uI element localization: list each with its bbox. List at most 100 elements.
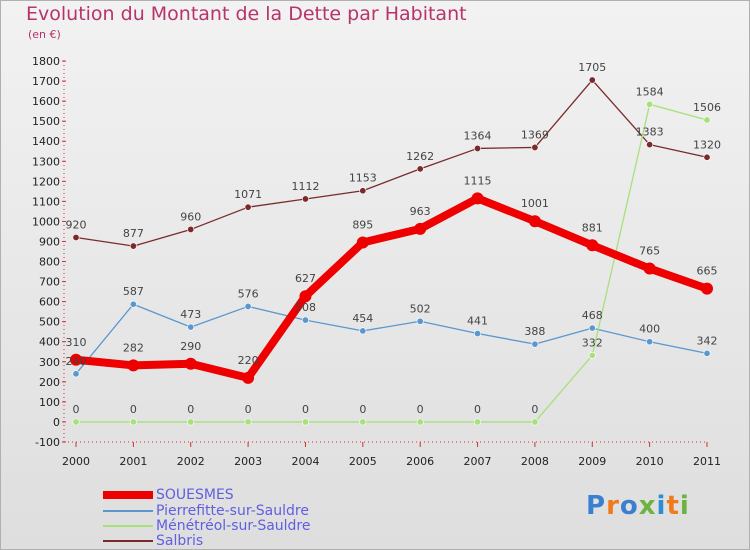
data-label: 1506 (693, 101, 721, 114)
data-label: 1383 (636, 126, 664, 139)
data-point (301, 316, 309, 324)
data-point (359, 187, 367, 195)
data-point (474, 418, 482, 426)
y-tick-label: 0 (53, 416, 60, 429)
data-label: 220 (238, 354, 259, 367)
chart-title: Evolution du Montant de la Dette par Hab… (26, 3, 467, 25)
data-label: 310 (66, 336, 87, 349)
data-point (528, 215, 541, 228)
x-tick-label: 2008 (521, 455, 549, 468)
data-label: 587 (123, 285, 144, 298)
data-point (359, 327, 367, 335)
data-point (416, 418, 424, 426)
data-point (588, 351, 596, 359)
x-tick-label: 2010 (636, 455, 664, 468)
data-point (187, 418, 195, 426)
series-line-salbris (75, 79, 708, 247)
legend-item: SOUESMES (103, 487, 234, 503)
y-tick-label: 800 (39, 256, 60, 269)
x-tick-label: 2007 (464, 455, 492, 468)
data-label: 0 (73, 403, 80, 416)
data-label: 0 (417, 403, 424, 416)
data-point (356, 236, 369, 249)
y-tick-label: 400 (39, 336, 60, 349)
data-label: 576 (238, 287, 259, 300)
data-point (301, 195, 309, 203)
data-label: 1115 (464, 174, 492, 187)
data-point (474, 144, 482, 152)
y-tick-label: 1500 (32, 115, 60, 128)
x-tick-label: 2011 (693, 455, 721, 468)
data-point (244, 302, 252, 310)
data-label: 502 (410, 302, 431, 315)
data-point (72, 418, 80, 426)
legend-item: Pierrefitte-sur-Sauldre (103, 503, 309, 519)
data-point (646, 100, 654, 108)
y-tick-label: 1400 (32, 135, 60, 148)
data-label: 665 (697, 265, 718, 278)
data-point (129, 300, 137, 308)
data-label: 454 (352, 312, 373, 325)
data-label: 468 (582, 309, 603, 322)
data-point (416, 165, 424, 173)
y-tick-label: 500 (39, 316, 60, 329)
logo-letter: i (656, 491, 667, 521)
logo-letter: P (586, 491, 607, 521)
data-point (129, 418, 137, 426)
logo-letter: t (666, 491, 680, 521)
data-point (701, 282, 713, 295)
data-point (72, 370, 80, 378)
data-point (72, 233, 80, 241)
data-point (703, 349, 711, 357)
data-point (471, 192, 484, 205)
data-point (187, 225, 195, 233)
data-label: 332 (582, 336, 603, 349)
data-label: 0 (531, 403, 538, 416)
data-label: 0 (359, 403, 366, 416)
y-tick-label: 1200 (32, 175, 60, 188)
chart-subtitle: (en €) (28, 28, 61, 41)
y-tick-label: 1600 (32, 95, 60, 108)
data-label: 877 (123, 227, 144, 240)
data-point (531, 340, 539, 348)
data-point (643, 262, 656, 275)
data-label: 1112 (291, 180, 319, 193)
data-label: 290 (180, 340, 201, 353)
data-label: 1364 (464, 129, 492, 142)
data-point (646, 141, 654, 149)
data-point (588, 324, 596, 332)
data-point (474, 330, 482, 338)
data-label: 1369 (521, 128, 549, 141)
proxiti-logo: Proxiti (586, 491, 690, 521)
data-point (531, 143, 539, 151)
data-point (244, 203, 252, 211)
data-label: 388 (524, 325, 545, 338)
data-label: 508 (295, 301, 316, 314)
data-point (70, 353, 82, 366)
data-point (184, 357, 197, 370)
legend-label: Salbris (156, 533, 204, 549)
data-label: 765 (639, 245, 660, 258)
data-label: 282 (123, 341, 144, 354)
legend-item: Ménétréol-sur-Sauldre (103, 518, 311, 534)
data-point (242, 371, 255, 384)
data-point (416, 317, 424, 325)
data-label: 1001 (521, 197, 549, 210)
data-point (359, 418, 367, 426)
data-label: 627 (295, 272, 316, 285)
data-point (703, 116, 711, 124)
y-tick-label: 300 (39, 356, 60, 369)
x-tick-label: 2004 (291, 455, 319, 468)
legend-label: SOUESMES (156, 487, 234, 503)
data-label: 881 (582, 221, 603, 234)
data-label: 963 (410, 205, 431, 218)
x-tick-label: 2009 (578, 455, 606, 468)
data-label: 0 (302, 403, 309, 416)
series-line-pierrefitte-sur-sauldre (75, 303, 708, 375)
legend-item: Salbris (103, 533, 204, 549)
data-label: 342 (697, 334, 718, 347)
data-label: 895 (352, 218, 373, 231)
x-tick-label: 2001 (119, 455, 147, 468)
data-point (127, 359, 140, 372)
